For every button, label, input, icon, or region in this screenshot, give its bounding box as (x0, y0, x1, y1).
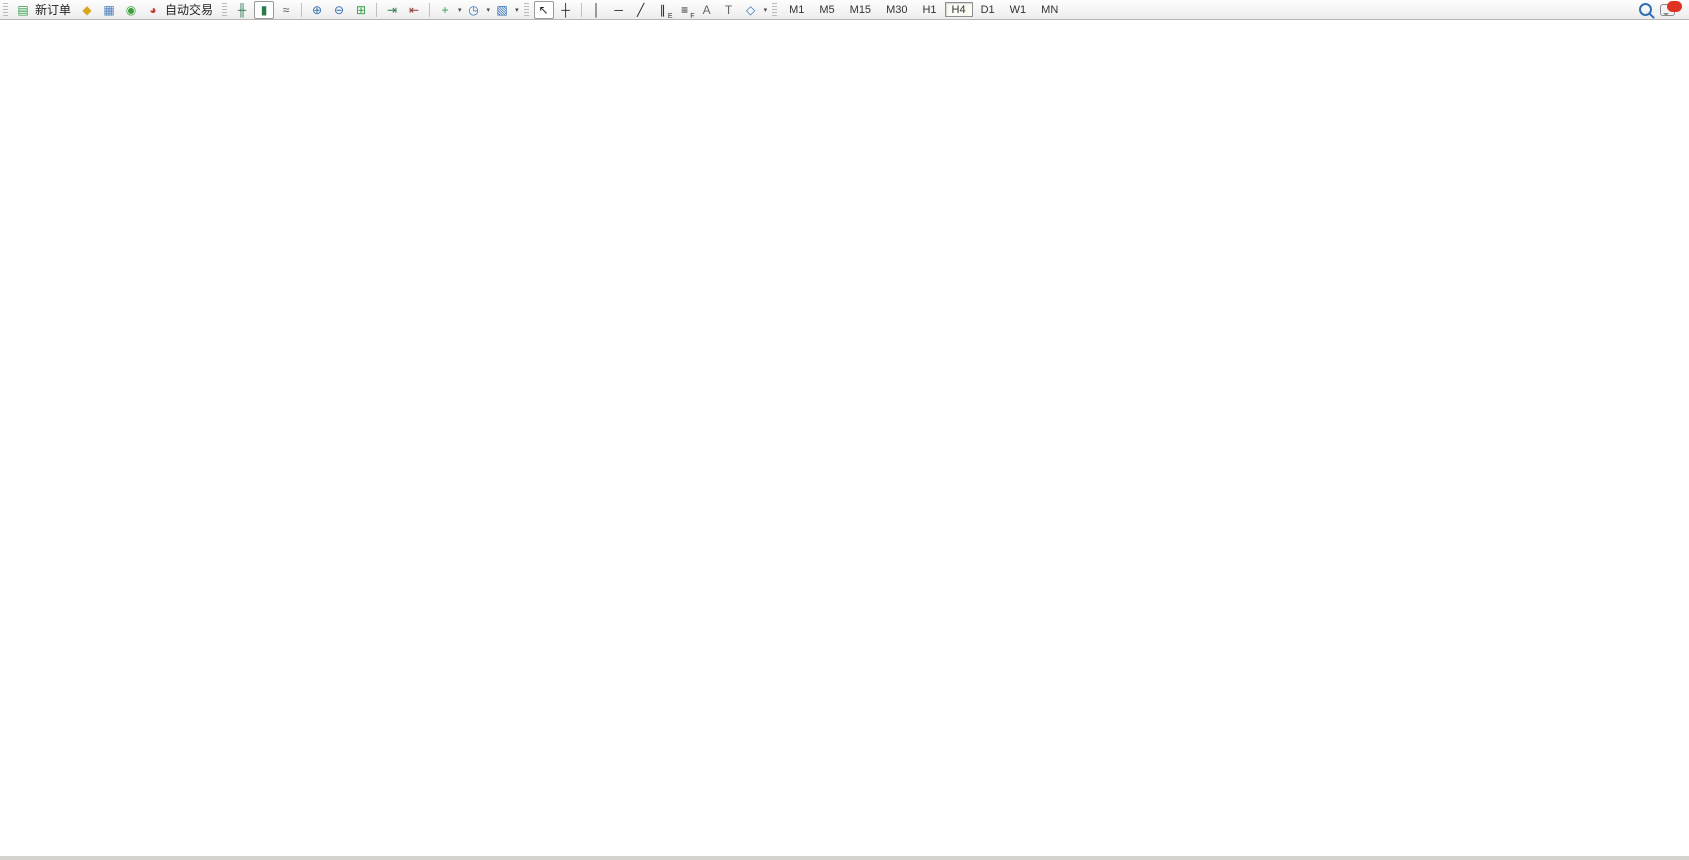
toolbar-separator (376, 2, 378, 17)
cursor-icon[interactable]: ↖ (533, 0, 554, 19)
macd-indicator-label (6, 592, 12, 604)
toolbar-grip[interactable] (523, 2, 529, 17)
line-chart-icon[interactable]: ≈ (282, 2, 290, 17)
timeframe-m1-button[interactable]: M1 (782, 2, 811, 17)
toolbar-grip[interactable] (222, 2, 228, 17)
equidistant-channel-icon-sub: E (667, 12, 673, 20)
search-icon[interactable] (1639, 3, 1652, 16)
timeframe-h4-button[interactable]: H4 (944, 2, 973, 17)
new-order-icon[interactable]: ▤ (17, 2, 29, 17)
eraser-icon[interactable]: ◆ (82, 2, 92, 17)
arrows-tool-icon[interactable]: ◇ (745, 2, 756, 17)
zoom-out-icon[interactable]: ⊖ (334, 2, 345, 17)
periods-icon[interactable]: ◷ (468, 2, 479, 17)
horizontal-line-icon[interactable]: ─ (614, 2, 623, 17)
text-label-icon[interactable]: T (724, 2, 733, 17)
new-order-label[interactable]: 新订单 (35, 3, 72, 17)
indicators-icon-dropdown[interactable]: ▾ (458, 6, 462, 14)
timeframe-h1-button[interactable]: H1 (915, 2, 943, 17)
bar-chart-icon[interactable]: ╫ (237, 2, 247, 17)
toolbar-grip[interactable] (3, 2, 8, 17)
timeframe-w1-button[interactable]: W1 (1003, 2, 1034, 17)
zoom-in-icon[interactable]: ⊕ (312, 2, 323, 17)
signals-icon[interactable]: ◉ (125, 2, 137, 17)
candlestick-chart-icon[interactable]: ▮ (254, 0, 275, 19)
timeframe-mn-button[interactable]: MN (1034, 2, 1065, 17)
toolbar-grip[interactable] (772, 2, 778, 17)
trendline-icon[interactable]: ╱ (636, 2, 645, 17)
toolbar-separator (429, 2, 431, 17)
vertical-line-icon[interactable]: │ (592, 2, 601, 17)
rsi-indicator-label (6, 714, 9, 726)
chart-title (8, 23, 18, 35)
autotrade-label[interactable]: 自动交易 (165, 3, 214, 17)
periods-icon-dropdown[interactable]: ▾ (486, 6, 491, 14)
timeframe-m30-button[interactable]: M30 (879, 2, 914, 17)
chart-profiles-icon[interactable]: ▦ (103, 2, 115, 17)
chart-background (0, 19, 1689, 856)
text-icon[interactable]: A (702, 2, 711, 17)
templates-icon-dropdown[interactable]: ▾ (515, 6, 519, 14)
arrows-tool-icon-dropdown[interactable]: ▾ (763, 6, 768, 14)
chat-icon[interactable] (1660, 0, 1682, 16)
notification-badge (1667, 0, 1682, 12)
chart-shift-icon[interactable]: ⇤ (409, 2, 420, 17)
equidistant-channel-icon[interactable]: ∥ E (659, 2, 673, 20)
tile-windows-icon[interactable]: ⊞ (356, 2, 367, 17)
templates-icon[interactable]: ▧ (496, 2, 508, 17)
auto-scroll-icon[interactable]: ⇥ (387, 2, 398, 17)
fibonacci-icon-sub: F (690, 12, 695, 20)
toolbar-separator (580, 2, 582, 17)
autotrade-icon[interactable]: ◕ (149, 2, 157, 17)
crosshair-icon[interactable]: ┼ (561, 2, 570, 17)
timeframe-m5-button[interactable]: M5 (812, 2, 841, 17)
fibonacci-icon[interactable]: ≡ F (681, 2, 695, 20)
toolbar: ▤ 新订单 ◆ ▦ ◉ ◕ 自动交易 ╫ ▮ ≈ ⊕ ⊖ ⊞ ⇥ ⇤ + ▾ ◷ ▾ ▧ ▾ ↖ ┼ │ ─ ╱ ∥ E ≡ F A T ◇ ▾ … (0, 0, 1689, 20)
toolbar-separator (301, 2, 303, 17)
timeframe-d1-button[interactable]: D1 (974, 2, 1002, 17)
timeframe-m15-button[interactable]: M15 (843, 2, 878, 17)
indicators-icon[interactable]: + (441, 2, 449, 17)
